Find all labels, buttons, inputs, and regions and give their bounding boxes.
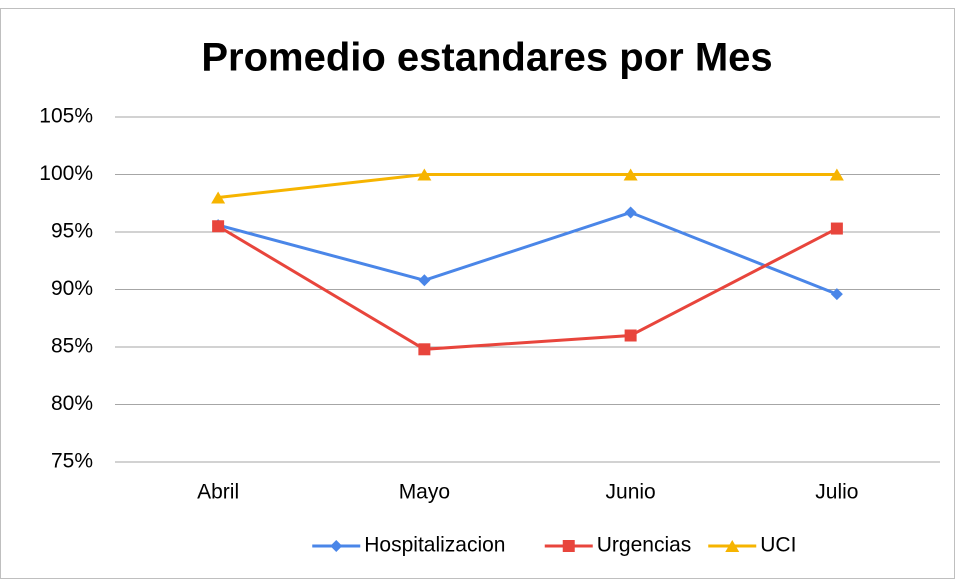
y-tick-label: 80% [51,392,93,415]
data-point [829,168,844,181]
x-tick-label: Abril [197,481,239,504]
legend-label: UCI [760,534,796,557]
series-line [217,173,837,199]
legend-marker [725,540,740,552]
chart-title: Promedio estandares por Mes [201,36,772,80]
data-point [417,168,432,181]
x-tick-label: Julio [815,481,858,504]
data-point [624,206,637,219]
y-tick-label: 85% [51,335,93,358]
y-tick-label: 75% [51,450,93,473]
data-point [624,329,637,342]
y-tick-label: 90% [51,277,93,300]
legend-label: Urgencias [597,534,692,557]
chart-frame [0,8,955,579]
data-point [418,343,431,356]
series-line [217,210,838,296]
x-tick-label: Junio [606,481,656,504]
legend-marker [330,540,343,552]
data-point [418,274,431,287]
data-point [623,168,638,181]
legend-label: Hospitalizacion [364,534,505,557]
x-tick-label: Mayo [399,481,450,504]
data-point [830,222,843,235]
legend-marker [562,540,575,552]
y-tick-label: 105% [39,105,93,128]
data-point [212,220,225,233]
y-tick-label: 95% [51,220,93,243]
data-point [830,288,843,301]
data-point [211,191,226,204]
y-tick-label: 100% [39,162,93,185]
series-line [217,224,838,351]
